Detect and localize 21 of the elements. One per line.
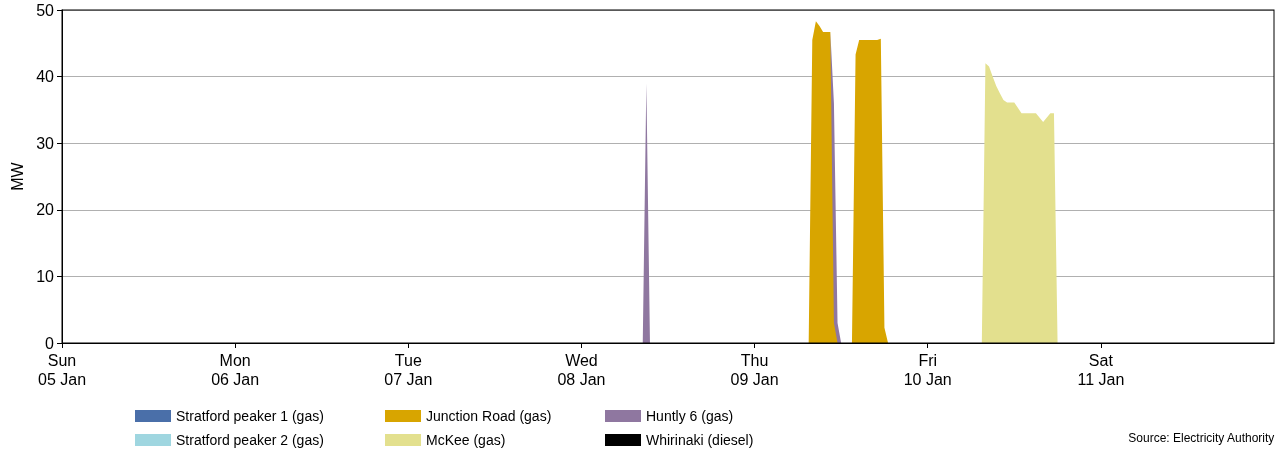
legend-label: Huntly 6 (gas) [646, 408, 734, 424]
legend-label: Whirinaki (diesel) [646, 432, 754, 448]
y-tick-label: 20 [36, 201, 55, 219]
x-tick-label: Fri 10 Jan [903, 352, 952, 388]
legend-label: Junction Road (gas) [426, 408, 552, 424]
legend-label: Stratford peaker 1 (gas) [176, 408, 324, 424]
legend-label: McKee (gas) [426, 432, 506, 448]
x-tick-label: Sat 11 Jan [1077, 352, 1125, 388]
y-tick-label: 40 [36, 68, 55, 86]
x-tick-label: Tue 07 Jan [384, 352, 433, 388]
x-tick-label: Wed 08 Jan [557, 352, 606, 388]
y-tick-label: 50 [36, 1, 55, 19]
x-tick-label: Sun 05 Jan [37, 352, 87, 388]
y-tick-label: 30 [36, 134, 55, 152]
x-tick-label: Thu 09 Jan [730, 352, 779, 388]
y-axis-title: MW [8, 161, 26, 191]
y-tick-label: 10 [36, 267, 55, 285]
legend-label: Stratford peaker 2 (gas) [176, 432, 324, 448]
source-note: Source: Electricity Authority [1128, 431, 1275, 445]
y-tick-label: 0 [45, 334, 55, 352]
x-tick-label: Mon 06 Jan [211, 352, 260, 388]
